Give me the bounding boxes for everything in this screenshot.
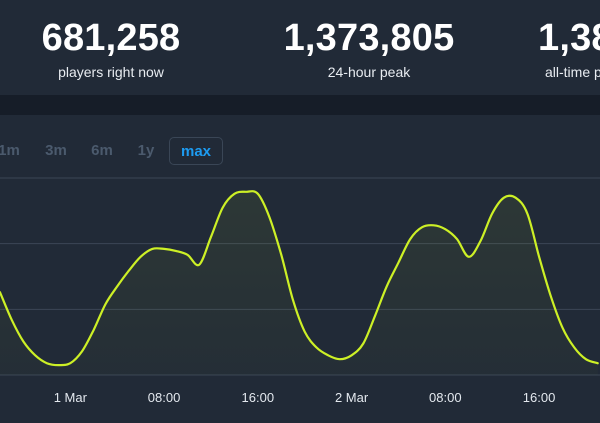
chart-series-line [0, 190, 599, 367]
range-button-1y[interactable]: 1y [137, 142, 155, 159]
x-axis-tick-label: 1 Mar [54, 390, 88, 405]
x-axis-tick-label: 16:00 [242, 390, 275, 405]
stat-label: 24-hour peak [327, 64, 411, 80]
stat-label: all-time p [545, 64, 600, 80]
x-axis-tick-label: 08:00 [148, 390, 181, 405]
x-axis-tick-label: 08:00 [429, 390, 462, 405]
range-button-6m[interactable]: 6m [91, 142, 113, 159]
stat-label: players right now [58, 64, 164, 80]
stat-value: 1,373,805 [283, 17, 455, 59]
stat-24h-peak: 1,373,805 24-hour peak [249, 16, 489, 81]
stats-bar: 681,258 players right now 1,373,805 24-h… [0, 0, 600, 95]
range-button-1m[interactable]: 1m [0, 142, 20, 159]
chart-area-fill [0, 191, 598, 375]
stat-value: 1,38 [538, 17, 600, 59]
x-axis-tick-label: 2 Mar [335, 390, 369, 405]
stat-current-players: 681,258 players right now [0, 16, 231, 81]
range-button-3m[interactable]: 3m [45, 142, 67, 159]
stat-value: 681,258 [41, 17, 181, 59]
x-axis-tick-label: 16:00 [523, 390, 556, 405]
stat-all-time-peak: 1,38 all-time p [538, 16, 600, 81]
range-button-max[interactable]: max [169, 137, 223, 165]
section-divider [0, 95, 600, 115]
